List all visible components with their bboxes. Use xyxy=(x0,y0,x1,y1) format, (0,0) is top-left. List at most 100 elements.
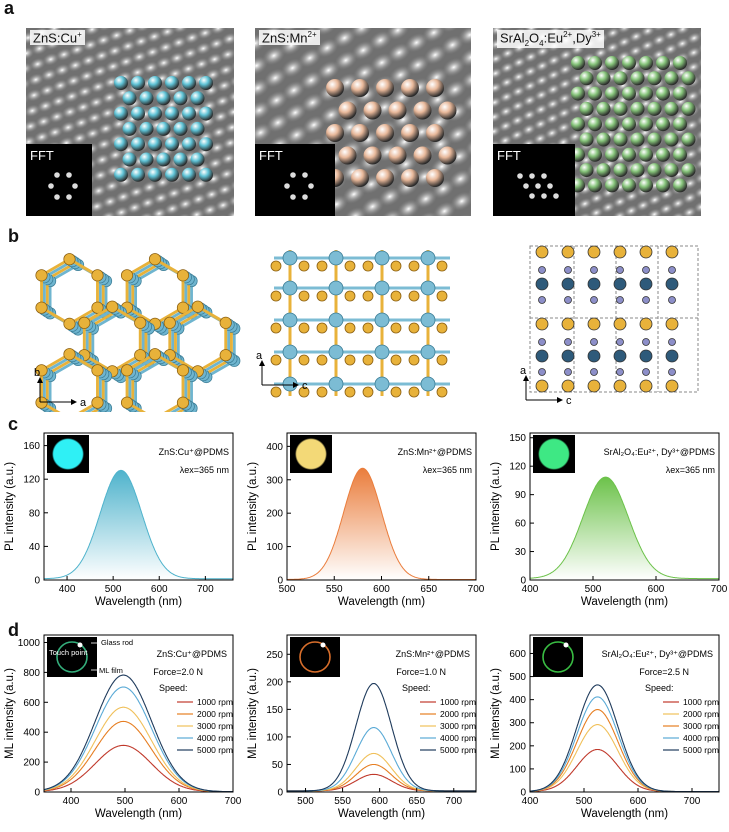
atom xyxy=(664,163,679,178)
y-tick-label: 200 xyxy=(23,758,40,769)
y-tick-label: 0 xyxy=(34,788,40,799)
crystal-structure-sral2o4: ac xyxy=(520,245,699,407)
atom xyxy=(535,245,549,259)
atom xyxy=(148,106,162,121)
atom xyxy=(639,86,653,101)
atom xyxy=(564,296,572,304)
atom xyxy=(673,56,687,70)
sample-annotation: ZnS:Cu⁺@PDMS xyxy=(157,649,227,659)
fft-spot xyxy=(72,183,78,189)
inset-label-ml-film: ML film xyxy=(99,666,123,675)
atom xyxy=(63,317,76,330)
sample-annotation: ZnS:Mn²⁺@PDMS xyxy=(398,447,472,457)
x-axis-label: Wavelength (nm) xyxy=(581,596,668,608)
condition-annotation: Force=1.0 N xyxy=(396,667,446,677)
atom xyxy=(561,245,575,259)
atom xyxy=(376,169,394,187)
atom xyxy=(579,101,594,116)
atom xyxy=(571,56,585,70)
atom xyxy=(622,147,636,162)
legend-title: Speed: xyxy=(402,683,431,693)
atom xyxy=(665,379,679,393)
atom xyxy=(401,124,419,142)
atom xyxy=(413,146,432,165)
atom xyxy=(362,354,374,366)
atom xyxy=(436,354,448,366)
atom xyxy=(298,322,310,334)
atom xyxy=(673,86,687,101)
atom xyxy=(270,354,282,366)
atom xyxy=(668,296,676,304)
x-tick-label: 600 xyxy=(648,584,665,595)
atom xyxy=(270,290,282,302)
atom xyxy=(388,101,407,120)
atom xyxy=(190,91,205,106)
atom xyxy=(114,106,128,121)
atom xyxy=(630,101,645,116)
hrtem-image-zns-cu: ZnS:Cu+ FFT xyxy=(26,28,234,216)
atom xyxy=(282,280,298,296)
x-tick-label: 500 xyxy=(279,584,296,595)
fft-spot xyxy=(290,194,296,200)
atom xyxy=(401,79,419,97)
x-tick-label: 400 xyxy=(59,584,76,595)
fft-spot xyxy=(517,173,523,179)
atom xyxy=(642,368,650,376)
atom xyxy=(630,132,645,147)
legend-entry: 5000 rpm xyxy=(440,745,476,755)
fft-spot xyxy=(290,172,296,178)
x-tick-label: 600 xyxy=(371,796,388,807)
atom xyxy=(535,379,549,393)
ml-curve-1000-rpm xyxy=(287,773,476,792)
atom xyxy=(420,344,436,360)
atom xyxy=(668,338,676,346)
atom xyxy=(622,178,636,193)
atom xyxy=(613,101,628,116)
atom xyxy=(420,280,436,296)
y-tick-label: 250 xyxy=(266,650,283,661)
fft-spot xyxy=(302,172,308,178)
atom xyxy=(571,86,585,101)
pl-area-fill xyxy=(287,468,476,580)
x-tick-label: 600 xyxy=(171,796,188,807)
pl-spectrum-zns-mn: 500 550 600 650 700 0 100 200 300 400 Wavelength (… xyxy=(247,432,485,608)
atom xyxy=(535,349,549,363)
atom xyxy=(673,117,687,132)
atom xyxy=(420,250,436,266)
atom xyxy=(408,386,420,398)
x-tick-label: 500 xyxy=(585,584,602,595)
atom xyxy=(408,322,420,334)
atom xyxy=(282,312,298,328)
atom xyxy=(35,301,48,314)
atom xyxy=(613,71,628,86)
atom xyxy=(122,152,137,167)
fft-spot xyxy=(535,183,541,189)
y-tick-label: 0 xyxy=(277,576,283,587)
atom xyxy=(613,317,627,331)
fft-spot xyxy=(302,194,308,200)
atom xyxy=(673,147,687,162)
axis-arrowhead xyxy=(37,377,43,383)
atom xyxy=(376,124,394,142)
atom xyxy=(639,56,653,70)
atom xyxy=(131,137,145,152)
atom xyxy=(538,338,546,346)
atom xyxy=(587,379,601,393)
condition-annotation: λex=365 nm xyxy=(666,465,715,475)
y-axis-label: PL intensity (a.u.) xyxy=(4,462,16,551)
y-tick-label: 0 xyxy=(520,788,526,799)
atom xyxy=(328,312,344,328)
touch-point xyxy=(563,642,569,648)
atom xyxy=(664,101,679,116)
atom xyxy=(270,386,282,398)
atom xyxy=(165,137,179,152)
atom xyxy=(376,79,394,97)
atom xyxy=(390,290,402,302)
legend-entry: 1000 rpm xyxy=(197,697,233,707)
x-tick-label: 600 xyxy=(151,584,168,595)
atom xyxy=(173,121,188,136)
y-tick-label: 200 xyxy=(266,677,283,688)
sample-annotation: SrAl₂O₄:Eu²⁺, Dy³⁺@PDMS xyxy=(602,649,713,659)
x-tick-label: 700 xyxy=(468,584,485,595)
sral2o4-unit-cell xyxy=(529,245,699,393)
